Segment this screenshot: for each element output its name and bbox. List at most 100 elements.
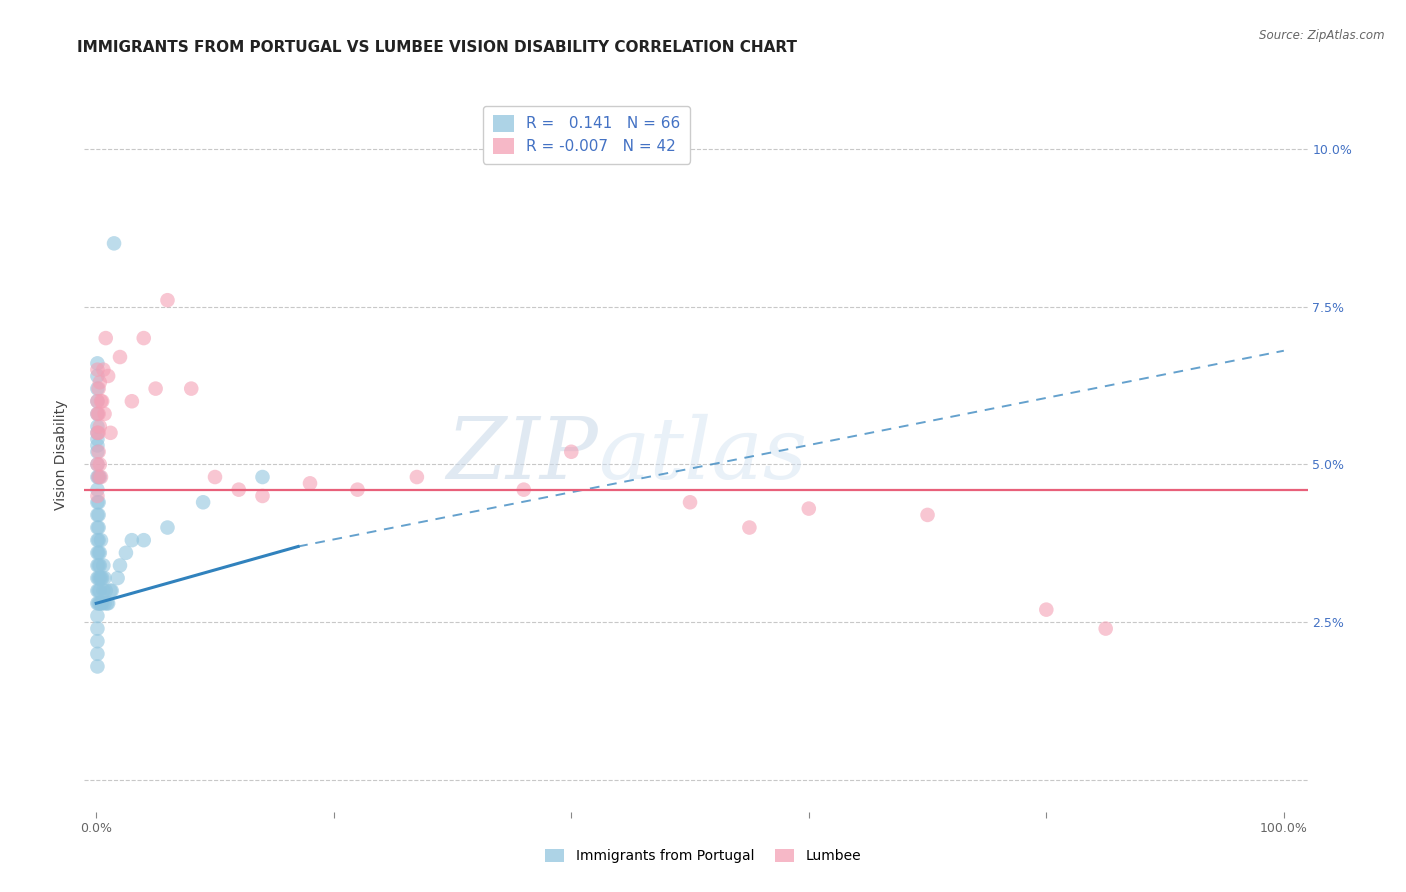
Point [86, 571, 108, 585]
Point [86, 419, 108, 434]
Point [132, 331, 155, 345]
Point [87, 546, 110, 560]
Point [89, 546, 111, 560]
Point [86, 394, 108, 409]
Point [87, 558, 110, 573]
Point [100, 425, 122, 440]
Text: ZIP: ZIP [446, 414, 598, 496]
Point [97, 369, 120, 384]
Point [560, 444, 582, 458]
Point [738, 520, 761, 534]
Point [252, 489, 274, 503]
Point [87, 470, 110, 484]
Point [87, 508, 110, 522]
Point [107, 571, 129, 585]
Point [156, 520, 179, 534]
Point [115, 546, 138, 560]
Point [513, 483, 536, 497]
Point [180, 382, 202, 396]
Point [103, 236, 125, 251]
Point [346, 483, 368, 497]
Point [90, 533, 112, 548]
Point [89, 470, 111, 484]
Point [89, 583, 111, 598]
Point [90, 394, 112, 409]
Point [87, 470, 110, 484]
Point [917, 508, 939, 522]
Point [91, 394, 114, 409]
Point [86, 394, 108, 409]
Point [87, 571, 110, 585]
Text: atlas: atlas [598, 414, 807, 496]
Point [100, 583, 122, 598]
Point [121, 533, 143, 548]
Legend: Immigrants from Portugal, Lumbee: Immigrants from Portugal, Lumbee [540, 844, 866, 869]
Point [191, 495, 214, 509]
Point [87, 382, 110, 396]
Point [93, 362, 115, 376]
Point [86, 489, 108, 503]
Point [93, 571, 115, 585]
Point [89, 419, 111, 434]
Point [90, 596, 112, 610]
Point [145, 382, 167, 396]
Point [252, 470, 274, 484]
Point [108, 558, 131, 573]
Point [86, 634, 108, 648]
Point [87, 520, 110, 534]
Point [91, 571, 114, 585]
Point [86, 407, 108, 421]
Point [1035, 602, 1057, 616]
Point [87, 583, 110, 598]
Point [86, 647, 108, 661]
Point [86, 508, 108, 522]
Point [86, 520, 108, 534]
Point [121, 394, 143, 409]
Point [679, 495, 702, 509]
Point [89, 596, 111, 610]
Point [86, 659, 108, 673]
Point [86, 470, 108, 484]
Point [97, 596, 120, 610]
Point [86, 546, 108, 560]
Point [797, 501, 820, 516]
Point [156, 293, 179, 308]
Point [93, 407, 115, 421]
Point [96, 596, 118, 610]
Point [87, 425, 110, 440]
Point [90, 571, 112, 585]
Point [86, 438, 108, 452]
Point [86, 583, 108, 598]
Legend: R =   0.141   N = 66, R = -0.007   N = 42: R = 0.141 N = 66, R = -0.007 N = 42 [484, 106, 689, 163]
Point [86, 622, 108, 636]
Point [86, 425, 108, 440]
Point [86, 458, 108, 472]
Point [89, 458, 111, 472]
Point [93, 558, 115, 573]
Point [87, 533, 110, 548]
Point [93, 596, 115, 610]
Point [86, 483, 108, 497]
Point [89, 558, 111, 573]
Point [86, 596, 108, 610]
Point [86, 425, 108, 440]
Point [86, 382, 108, 396]
Point [86, 356, 108, 370]
Point [86, 533, 108, 548]
Point [86, 458, 108, 472]
Point [86, 369, 108, 384]
Point [86, 558, 108, 573]
Y-axis label: Vision Disability: Vision Disability [55, 400, 69, 510]
Point [406, 470, 429, 484]
Point [132, 533, 155, 548]
Point [89, 376, 111, 390]
Point [298, 476, 321, 491]
Point [93, 583, 115, 598]
Point [94, 583, 117, 598]
Point [100, 583, 122, 598]
Point [204, 470, 226, 484]
Text: IMMIGRANTS FROM PORTUGAL VS LUMBEE VISION DISABILITY CORRELATION CHART: IMMIGRANTS FROM PORTUGAL VS LUMBEE VISIO… [77, 40, 797, 55]
Point [86, 495, 108, 509]
Point [87, 407, 110, 421]
Point [87, 596, 110, 610]
